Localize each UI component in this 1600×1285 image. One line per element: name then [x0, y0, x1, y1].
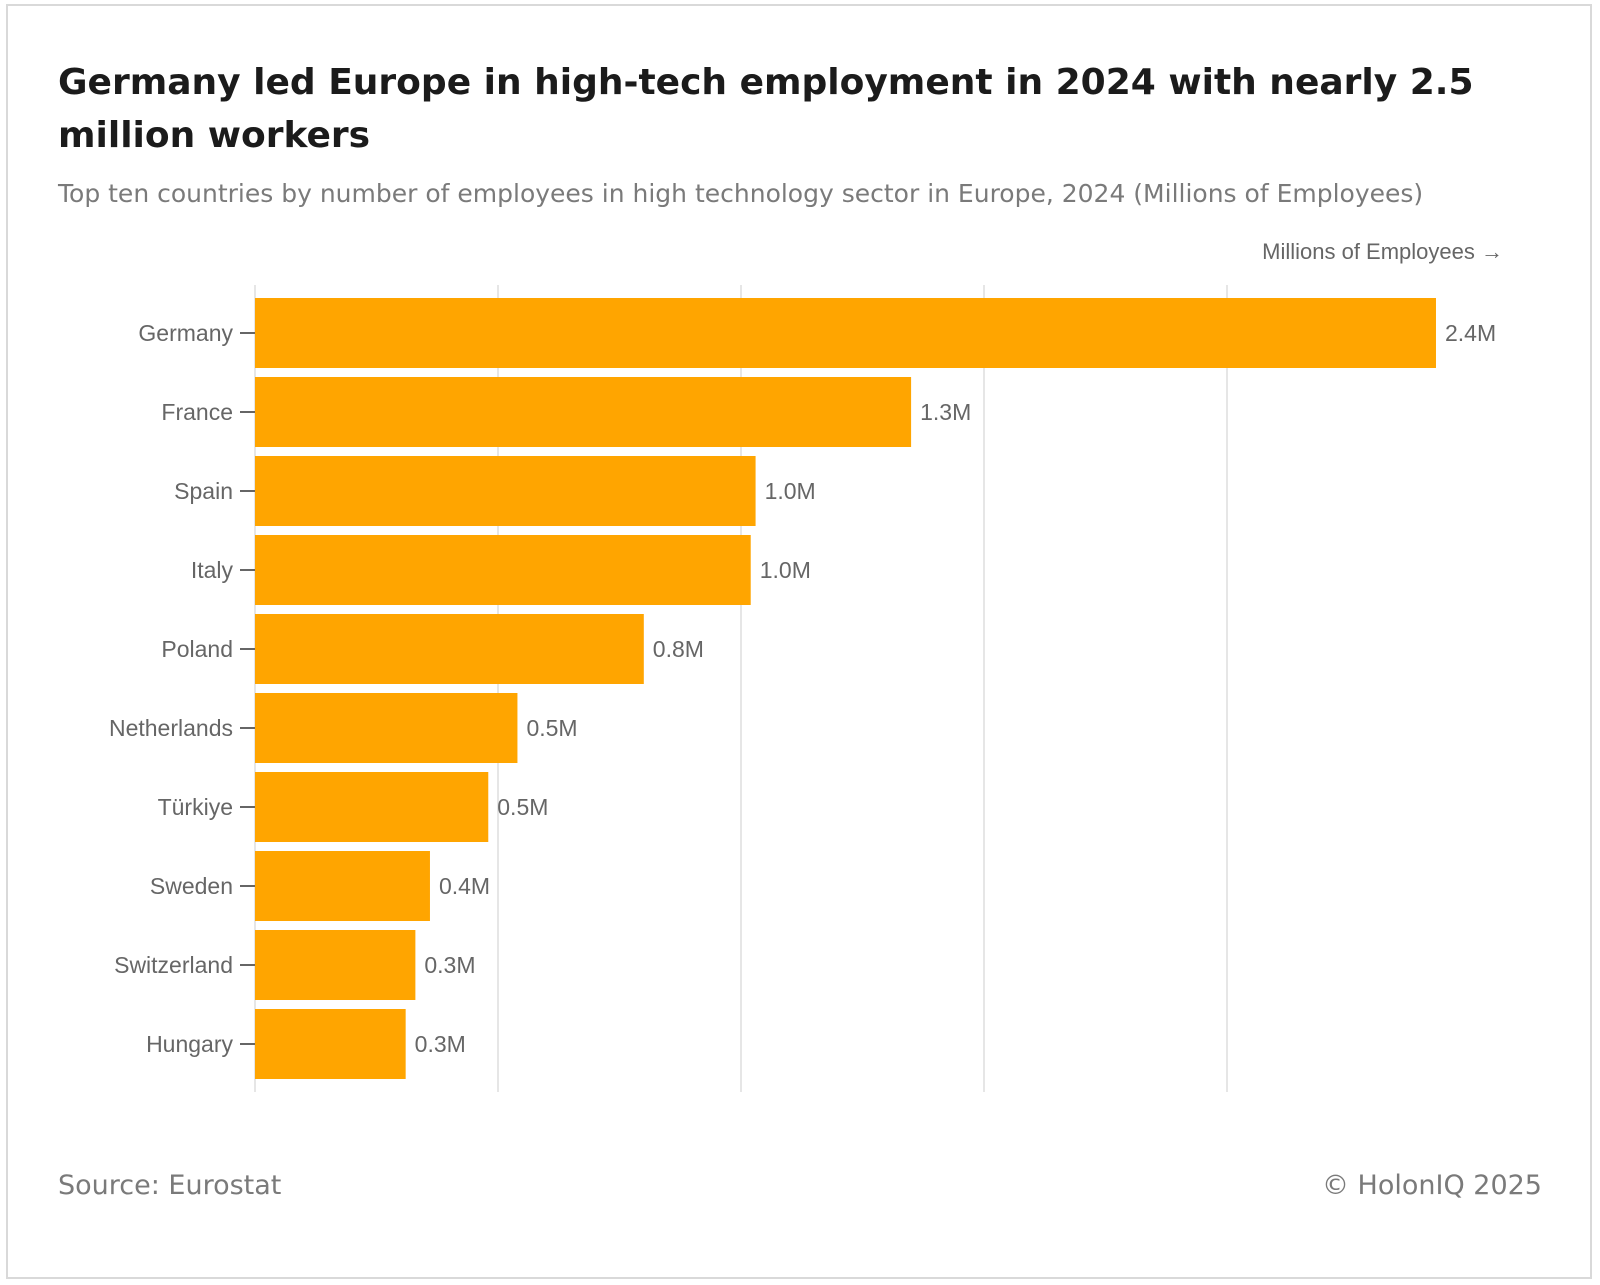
value-label: 0.3M [424, 952, 475, 978]
category-label: Poland [161, 636, 233, 662]
bar-germany [255, 298, 1436, 368]
bars [255, 298, 1436, 1079]
category-label: Germany [138, 320, 233, 346]
category-label: Netherlands [109, 715, 233, 741]
bar-t-rkiye [255, 772, 489, 842]
category-label: Italy [191, 557, 234, 583]
bar-spain [255, 456, 756, 526]
bar-switzerland [255, 930, 416, 1000]
category-label: Hungary [146, 1031, 233, 1057]
labels: Millions of Employees → Germany 2.4M France… [109, 239, 1503, 1057]
category-label: Türkiye [158, 794, 233, 820]
value-label: 0.5M [526, 715, 577, 741]
value-label: 0.8M [653, 636, 704, 662]
category-label: France [161, 399, 233, 425]
bar-hungary [255, 1009, 406, 1079]
category-label: Spain [174, 478, 233, 504]
value-label: 1.0M [765, 478, 816, 504]
value-label: 2.4M [1445, 320, 1496, 346]
bar-italy [255, 535, 751, 605]
bar-sweden [255, 851, 430, 921]
copyright-note: © HolonIQ 2025 [1321, 1170, 1542, 1201]
value-label: 1.3M [920, 399, 971, 425]
source-note: Source: Eurostat [58, 1170, 282, 1201]
value-label: 0.3M [415, 1031, 466, 1057]
value-label: 1.0M [760, 557, 811, 583]
value-label: 0.4M [439, 873, 490, 899]
bar-poland [255, 614, 644, 684]
chart-title: Germany led Europe in high-tech employme… [58, 62, 1474, 156]
category-label: Sweden [150, 873, 233, 899]
bar-netherlands [255, 693, 518, 763]
chart-subtitle: Top ten countries by number of employees… [58, 179, 1424, 208]
x-axis-title: Millions of Employees → [1262, 239, 1503, 264]
bar-france [255, 377, 912, 447]
value-label: 0.5M [497, 794, 548, 820]
category-label: Switzerland [114, 952, 233, 978]
